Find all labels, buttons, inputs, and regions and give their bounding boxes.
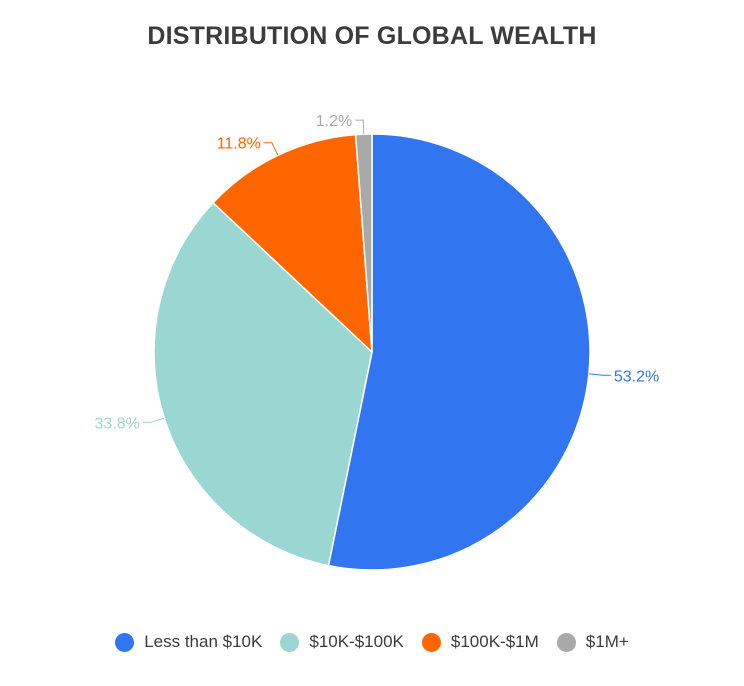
legend-swatch-10k-100k	[280, 632, 300, 652]
legend-item-100k-1m: $100K-$1M	[421, 632, 539, 652]
value-label-less-than-10k: 53.2%	[614, 368, 659, 385]
pie-slice-100k-1m	[212, 133, 373, 353]
legend: Less than $10K $10K-$100K $100K-$1M $1M+	[0, 632, 744, 652]
value-label-1m: 1.2%	[316, 113, 352, 130]
legend-label-100k-1m: $100K-$1M	[450, 632, 539, 651]
legend-item-10k-100k: $10K-$100K	[280, 632, 404, 652]
legend-item-less-than-10k: Less than $10K	[115, 632, 262, 652]
legend-swatch-less-than-10k	[115, 632, 135, 652]
leader-line-10k-100k	[142, 417, 165, 423]
pie-label-leaders	[142, 119, 611, 423]
legend-item-1m: $1M+	[556, 632, 629, 652]
legend-label-10k-100k: $10K-$100K	[309, 632, 404, 651]
legend-label-1m: $1M+	[585, 632, 629, 651]
legend-swatch-100k-1m	[421, 632, 441, 652]
value-label-10k-100k: 33.8%	[95, 415, 140, 432]
chart-title: DISTRIBUTION OF GLOBAL WEALTH	[147, 22, 597, 50]
pie-value-labels: 53.2% 33.8% 11.8% 1.2%	[95, 113, 660, 432]
legend-swatch-1m	[556, 632, 576, 652]
leader-line-100k-1m	[263, 142, 279, 156]
leader-line-less-than-10k	[588, 373, 611, 376]
legend-label-less-than-10k: Less than $10K	[144, 632, 263, 651]
pie-slice-1m	[354, 133, 373, 353]
pie-slice-less-than-10k	[327, 133, 591, 571]
value-label-100k-1m: 11.8%	[217, 136, 261, 153]
pie-slices	[153, 133, 591, 571]
leader-line-1m	[355, 119, 365, 135]
